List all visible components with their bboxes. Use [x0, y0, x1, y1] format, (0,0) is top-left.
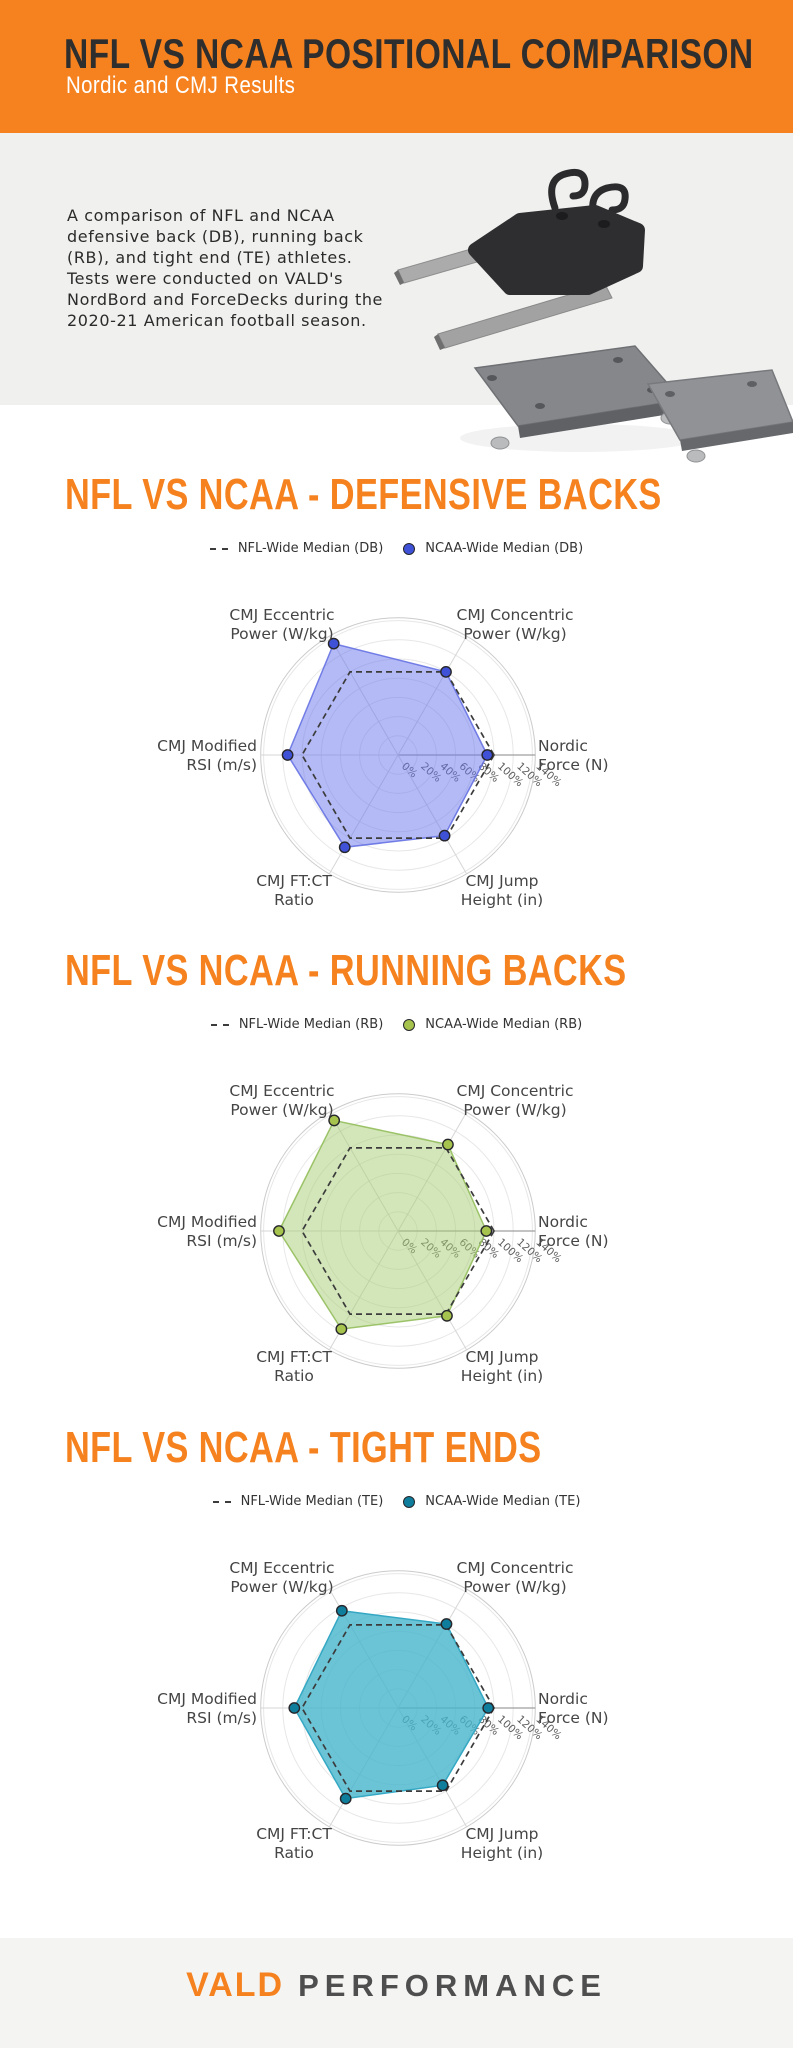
svg-text:Force (N): Force (N) — [538, 756, 609, 774]
legend-label-ncaa-te: NCAA-Wide Median (TE) — [425, 1494, 581, 1509]
forcedecks-illustration — [460, 345, 793, 463]
svg-text:CMJ Modified: CMJ Modified — [158, 737, 257, 755]
section-title-running-backs: NFL VS NCAA - RUNNING BACKS — [65, 946, 627, 995]
legend-te: NFL-Wide Median (TE) NCAA-Wide Median (T… — [0, 1494, 793, 1509]
brand-vald: VALD — [186, 1966, 285, 2004]
svg-text:Power (W/kg): Power (W/kg) — [463, 625, 566, 643]
svg-text:Power (W/kg): Power (W/kg) — [230, 1101, 333, 1119]
svg-text:CMJ Jump: CMJ Jump — [465, 1348, 538, 1366]
svg-text:RSI (m/s): RSI (m/s) — [186, 1709, 257, 1727]
svg-text:Height (in): Height (in) — [461, 1844, 543, 1862]
svg-text:CMJ Eccentric: CMJ Eccentric — [229, 1559, 334, 1577]
legend-label-nfl-te: NFL-Wide Median (TE) — [240, 1494, 384, 1509]
svg-text:Ratio: Ratio — [274, 1844, 314, 1862]
nfl-dash-legend-icon — [210, 1023, 229, 1026]
svg-text:Power (W/kg): Power (W/kg) — [463, 1578, 566, 1596]
ncaa-dot-legend-icon — [403, 542, 416, 555]
svg-text:CMJ Concentric: CMJ Concentric — [457, 1082, 574, 1100]
page-subtitle: Nordic and CMJ Results — [66, 72, 296, 99]
legend-label-ncaa-rb: NCAA-Wide Median (RB) — [425, 1017, 583, 1032]
svg-text:Power (W/kg): Power (W/kg) — [230, 1578, 333, 1596]
svg-text:CMJ FT:CT: CMJ FT:CT — [256, 872, 332, 890]
svg-text:Nordic: Nordic — [538, 1690, 588, 1708]
nordbord-illustration — [394, 168, 645, 350]
page-title: NFL VS NCAA POSITIONAL COMPARISON — [64, 30, 754, 77]
svg-text:Force (N): Force (N) — [538, 1709, 609, 1727]
svg-text:RSI (m/s): RSI (m/s) — [186, 1232, 257, 1250]
svg-text:CMJ FT:CT: CMJ FT:CT — [256, 1825, 332, 1843]
header-banner: NFL VS NCAA POSITIONAL COMPARISON Nordic… — [0, 0, 793, 133]
footer-banner: VALD PERFORMANCE — [0, 1938, 793, 2048]
svg-text:RSI (m/s): RSI (m/s) — [186, 756, 257, 774]
legend-label-nfl-db: NFL-Wide Median (DB) — [237, 541, 384, 556]
svg-text:Power (W/kg): Power (W/kg) — [230, 625, 333, 643]
svg-text:CMJ FT:CT: CMJ FT:CT — [256, 1348, 332, 1366]
legend-label-nfl-rb: NFL-Wide Median (RB) — [238, 1017, 384, 1032]
ncaa-dot-legend-icon — [403, 1495, 416, 1508]
nfl-dash-legend-icon — [209, 547, 228, 550]
svg-text:CMJ Eccentric: CMJ Eccentric — [229, 1082, 334, 1100]
svg-text:Height (in): Height (in) — [461, 1367, 543, 1385]
legend-db: NFL-Wide Median (DB) NCAA-Wide Median (D… — [0, 541, 793, 556]
svg-text:CMJ Jump: CMJ Jump — [465, 872, 538, 890]
equipment-illustration — [394, 168, 793, 463]
svg-text:CMJ Modified: CMJ Modified — [158, 1690, 257, 1708]
svg-text:Height (in): Height (in) — [461, 891, 543, 909]
svg-text:Ratio: Ratio — [274, 1367, 314, 1385]
svg-text:CMJ Concentric: CMJ Concentric — [457, 1559, 574, 1577]
svg-text:CMJ Jump: CMJ Jump — [465, 1825, 538, 1843]
svg-text:Power (W/kg): Power (W/kg) — [463, 1101, 566, 1119]
svg-text:CMJ Modified: CMJ Modified — [158, 1213, 257, 1231]
svg-text:Nordic: Nordic — [538, 737, 588, 755]
svg-text:Force (N): Force (N) — [538, 1232, 609, 1250]
nfl-dash-legend-icon — [212, 1500, 231, 1503]
svg-text:Ratio: Ratio — [274, 891, 314, 909]
section-title-tight-ends: NFL VS NCAA - TIGHT ENDS — [65, 1423, 542, 1472]
intro-band: A comparison of NFL and NCAA defensive b… — [0, 133, 793, 463]
ncaa-dot-legend-icon — [403, 1018, 416, 1031]
svg-text:CMJ Eccentric: CMJ Eccentric — [229, 606, 334, 624]
svg-text:Nordic: Nordic — [538, 1213, 588, 1231]
intro-description: A comparison of NFL and NCAA defensive b… — [67, 206, 384, 330]
legend-rb: NFL-Wide Median (RB) NCAA-Wide Median (R… — [0, 1017, 793, 1032]
brand-lockup: VALD PERFORMANCE — [186, 1966, 607, 2005]
section-title-defensive-backs: NFL VS NCAA - DEFENSIVE BACKS — [65, 470, 662, 519]
brand-performance: PERFORMANCE — [298, 1968, 607, 2003]
svg-text:CMJ Concentric: CMJ Concentric — [457, 606, 574, 624]
legend-label-ncaa-db: NCAA-Wide Median (DB) — [425, 541, 584, 556]
